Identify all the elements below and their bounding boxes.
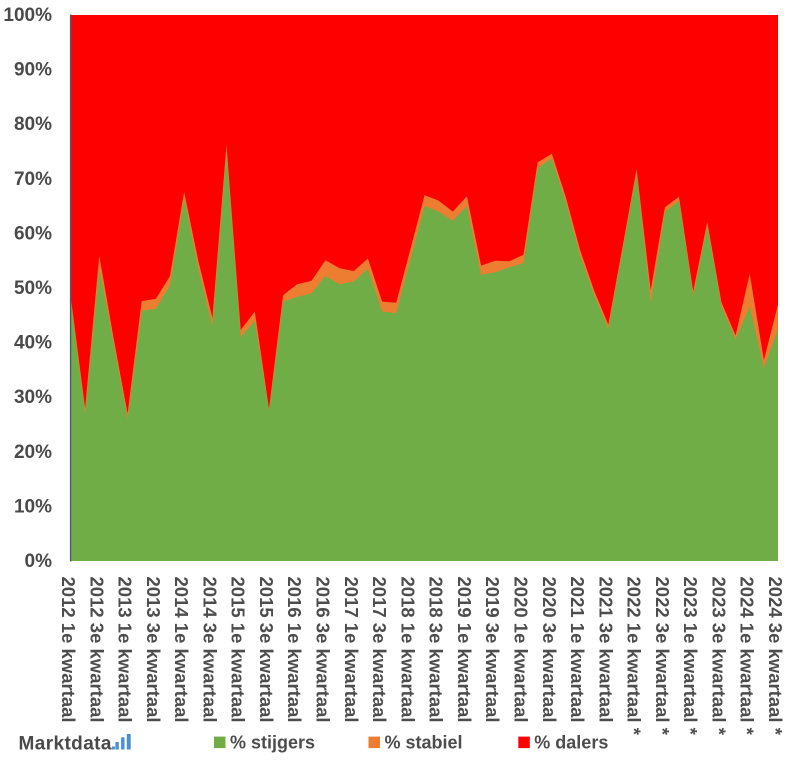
svg-text:2014 1e kwartaal: 2014 1e kwartaal xyxy=(171,577,192,723)
svg-text:2022 1e kwartaal *: 2022 1e kwartaal * xyxy=(624,577,645,736)
svg-text:0%: 0% xyxy=(25,551,53,572)
svg-text:2012 3e kwartaal: 2012 3e kwartaal xyxy=(86,577,107,723)
svg-text:2012 1e kwartaal: 2012 1e kwartaal xyxy=(58,577,79,723)
svg-text:80%: 80% xyxy=(14,114,52,135)
svg-text:2020 1e kwartaal: 2020 1e kwartaal xyxy=(511,577,532,723)
svg-text:100%: 100% xyxy=(3,5,52,26)
svg-text:2017 3e kwartaal: 2017 3e kwartaal xyxy=(369,577,390,723)
svg-text:% stabiel: % stabiel xyxy=(385,732,463,752)
svg-text:2014 3e kwartaal: 2014 3e kwartaal xyxy=(199,577,220,723)
svg-text:40%: 40% xyxy=(14,333,52,354)
svg-text:30%: 30% xyxy=(14,387,52,408)
svg-text:2018 1e kwartaal: 2018 1e kwartaal xyxy=(397,577,418,723)
svg-text:10%: 10% xyxy=(14,496,52,517)
svg-text:2017 1e kwartaal: 2017 1e kwartaal xyxy=(341,577,362,723)
svg-text:2024 1e kwartaal *: 2024 1e kwartaal * xyxy=(737,577,758,736)
svg-text:2024 3e kwartaal *: 2024 3e kwartaal * xyxy=(765,577,786,736)
svg-text:2013 3e kwartaal: 2013 3e kwartaal xyxy=(143,577,164,723)
svg-text:2013 1e kwartaal: 2013 1e kwartaal xyxy=(115,577,136,723)
svg-text:70%: 70% xyxy=(14,169,52,190)
svg-text:2021 3e kwartaal: 2021 3e kwartaal xyxy=(595,577,616,723)
svg-text:2023 3e kwartaal *: 2023 3e kwartaal * xyxy=(708,577,729,736)
svg-text:2015 1e kwartaal: 2015 1e kwartaal xyxy=(228,577,249,723)
svg-text:2019 1e kwartaal: 2019 1e kwartaal xyxy=(454,577,475,723)
svg-text:2021 1e kwartaal: 2021 1e kwartaal xyxy=(567,577,588,723)
svg-text:60%: 60% xyxy=(14,223,52,244)
svg-text:2023 1e kwartaal *: 2023 1e kwartaal * xyxy=(680,577,701,736)
svg-text:2016 3e kwartaal: 2016 3e kwartaal xyxy=(313,577,334,723)
svg-text:50%: 50% xyxy=(14,278,52,299)
svg-text:2019 3e kwartaal: 2019 3e kwartaal xyxy=(482,577,503,723)
svg-text:2020 3e kwartaal: 2020 3e kwartaal xyxy=(539,577,560,723)
svg-text:% dalers: % dalers xyxy=(534,732,608,752)
svg-text:Marktdata: Marktdata xyxy=(19,734,112,755)
svg-text:% stijgers: % stijgers xyxy=(230,732,315,752)
svg-text:2015 3e kwartaal: 2015 3e kwartaal xyxy=(256,577,277,723)
svg-text:20%: 20% xyxy=(14,442,52,463)
svg-text:2016 1e kwartaal: 2016 1e kwartaal xyxy=(284,577,305,723)
svg-text:2022 3e kwartaal *: 2022 3e kwartaal * xyxy=(652,577,673,736)
svg-text:2018 3e kwartaal: 2018 3e kwartaal xyxy=(426,577,447,723)
svg-text:90%: 90% xyxy=(14,60,52,81)
